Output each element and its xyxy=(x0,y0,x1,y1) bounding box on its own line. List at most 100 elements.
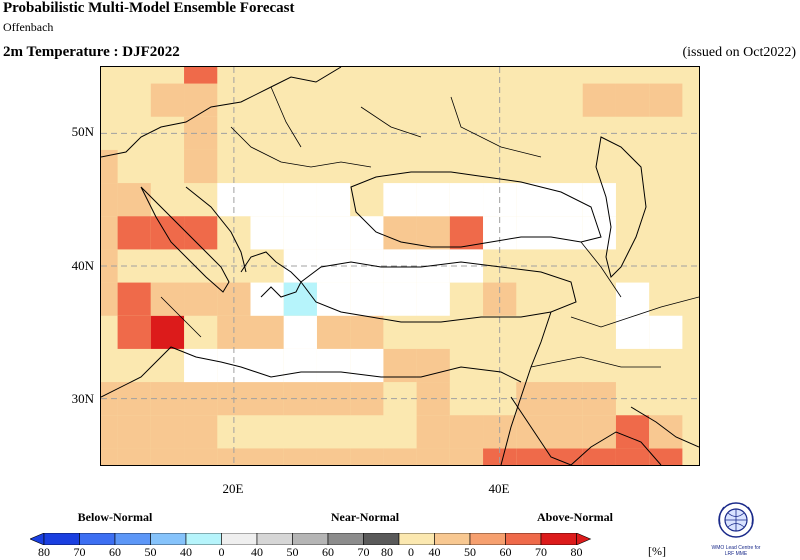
probability-cell xyxy=(582,415,616,449)
probability-cell xyxy=(150,282,185,316)
coastline-turkey xyxy=(300,261,577,323)
probability-cell xyxy=(350,282,384,316)
probability-cell xyxy=(250,216,284,250)
probability-cell xyxy=(516,216,550,250)
legend-tick-label: 50 xyxy=(144,545,157,559)
legend-swatch xyxy=(434,533,471,545)
page-title: Probabilistic Multi-Model Ensemble Forec… xyxy=(3,0,295,16)
coastlines-borders xyxy=(101,67,699,465)
lat-label-40n: 40N xyxy=(71,258,94,273)
probability-cell xyxy=(516,448,550,465)
probability-cell xyxy=(449,448,484,465)
color-legend xyxy=(30,533,660,545)
legend-arrow-right xyxy=(576,533,592,545)
probability-cell xyxy=(150,216,185,250)
map-canvas xyxy=(101,67,699,465)
probability-cell xyxy=(615,83,650,117)
legend-tick-label: 0 xyxy=(408,545,414,559)
probability-cell xyxy=(250,282,284,316)
coastline-adriatic xyxy=(185,186,247,273)
legend-tick-label: 40 xyxy=(251,545,263,559)
borders xyxy=(160,86,699,368)
probability-cell xyxy=(184,83,218,117)
legend-tick-label: 60 xyxy=(109,545,121,559)
probability-cell xyxy=(449,415,484,449)
probability-cell xyxy=(316,183,351,217)
coastline-europe xyxy=(101,67,342,158)
probability-cell xyxy=(582,183,616,217)
legend-tick-label: 70 xyxy=(73,545,86,559)
probability-cell xyxy=(383,282,417,316)
probability-cell xyxy=(316,216,351,250)
legend-swatch xyxy=(505,533,542,545)
probability-cell xyxy=(184,282,218,316)
probability-cell xyxy=(283,282,317,316)
coastline-caspian xyxy=(595,136,647,278)
probability-cell xyxy=(582,448,616,465)
legend-tick-label: 50 xyxy=(464,545,476,559)
legend-tick-label: 80 xyxy=(381,545,393,559)
probability-cell xyxy=(117,448,151,465)
probability-cell xyxy=(549,183,583,217)
probability-cell xyxy=(101,216,118,250)
probability-cell xyxy=(549,448,583,465)
page-subtitle: Offenbach xyxy=(3,20,54,34)
probability-cell xyxy=(316,348,351,383)
lon-label-40e: 40E xyxy=(488,481,510,496)
probability-cells xyxy=(101,67,683,465)
legend-colorbar xyxy=(30,533,592,545)
wmo-emblem-icon xyxy=(718,502,754,538)
probability-cell xyxy=(250,183,284,217)
wmo-logo: WMO Lead Centre for LRF MME xyxy=(704,500,768,558)
probability-cell xyxy=(649,315,683,349)
probability-cell xyxy=(101,249,118,283)
probability-cell xyxy=(283,216,317,250)
probability-cell xyxy=(615,448,650,465)
probability-cell xyxy=(383,216,417,250)
probability-cell xyxy=(117,183,151,217)
probability-cell xyxy=(283,183,317,217)
lat-label-30n: 30N xyxy=(71,391,94,406)
legend-below-normal-label: Below-Normal xyxy=(77,510,153,524)
legend-swatch xyxy=(79,533,116,545)
probability-cell xyxy=(117,415,151,449)
probability-cell xyxy=(250,448,284,465)
probability-cell xyxy=(184,216,218,250)
legend-tick-label: 70 xyxy=(357,545,370,559)
probability-cell xyxy=(250,348,284,383)
issued-date: (issued on Oct2022) xyxy=(682,45,796,60)
map-gridlines xyxy=(101,67,699,465)
probability-cell xyxy=(117,282,151,316)
probability-cell xyxy=(549,216,583,250)
coastline-levant xyxy=(500,311,552,465)
legend-swatch xyxy=(469,533,506,545)
probability-cell xyxy=(615,415,650,449)
legend-tick-label: 40 xyxy=(428,545,441,559)
legend-tick-label: 40 xyxy=(180,545,192,559)
probability-cell xyxy=(184,448,218,465)
probability-cell xyxy=(101,415,118,449)
probability-cell xyxy=(283,315,317,349)
legend-swatch xyxy=(43,533,80,545)
probability-cell xyxy=(117,216,151,250)
variable-title: 2m Temperature : DJF2022 xyxy=(3,44,180,60)
legend-tick-label: 60 xyxy=(322,545,334,559)
legend-unit: [%] xyxy=(648,544,666,558)
legend-tick-label: 50 xyxy=(286,545,299,559)
probability-cell xyxy=(184,149,218,184)
probability-cell xyxy=(184,415,218,449)
probability-cell xyxy=(150,448,185,465)
coastline-persian-gulf xyxy=(630,406,699,448)
coastline-balkans xyxy=(240,251,302,298)
probability-cell xyxy=(416,216,450,250)
coastline-arabia xyxy=(570,431,662,465)
probability-cell xyxy=(316,448,351,465)
lon-label-20e: 20E xyxy=(222,481,244,496)
probability-cell xyxy=(283,348,317,383)
probability-cell xyxy=(150,415,185,449)
probability-cell xyxy=(101,149,118,184)
coastline-italy xyxy=(140,186,230,293)
legend-near-normal-label: Near-Normal xyxy=(330,510,400,524)
legend-swatch xyxy=(150,533,187,545)
probability-cell xyxy=(150,83,185,117)
